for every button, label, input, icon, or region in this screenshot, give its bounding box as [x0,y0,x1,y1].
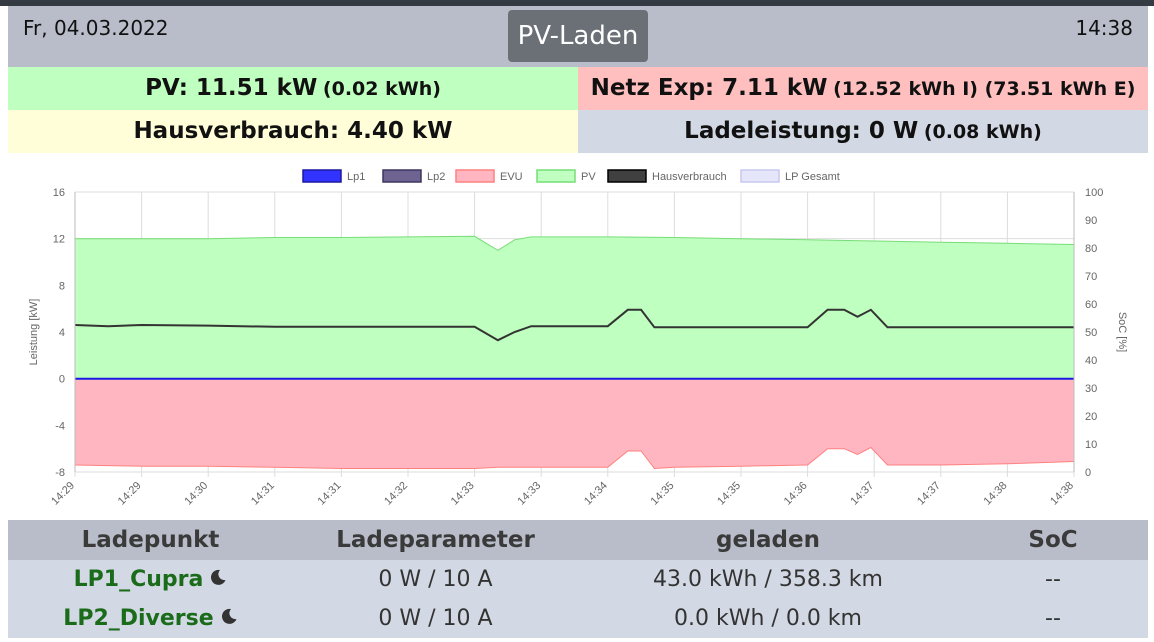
header-ladeparameter: Ladeparameter [336,527,535,553]
legend-swatch-lp1 [302,169,342,183]
legend-label-hausverbrauch: Hausverbrauch [652,171,727,183]
header-geladen: geladen [716,527,820,553]
legend-swatch-evu [455,169,495,183]
lp1-name[interactable]: LP1_Cupra [73,566,204,592]
header-time: 14:38 [1075,16,1133,40]
header-ladepunkt: Ladepunkt [81,527,220,553]
x-tick-label: 14:37 [915,480,943,508]
x-tick-label: 14:34 [582,480,610,508]
pv-energy-value: (0.02 kWh) [322,78,441,100]
evu-line [74,446,1075,470]
legend-label-lp2: Lp2 [427,171,445,183]
lp1-charged: 43.0 kWh / 358.3 km [653,567,883,592]
pv-area [75,236,1074,379]
legend-label-evu: EVU [500,171,523,183]
legend-swatch-pv [536,169,576,183]
x-tick-label: 14:29 [49,480,77,508]
lp2-soc: -- [1045,606,1061,631]
y-tick-label-right: 20 [1085,411,1097,423]
charging-power-panel: Ladeleistung: 0 W (0.08 kWh) [578,110,1148,153]
x-tick-label: 14:36 [782,480,810,508]
x-tick-label: 14:35 [649,480,677,508]
x-tick-label: 14:31 [249,480,277,508]
y-tick-label-left: 4 [59,327,65,339]
x-tick-label: 14:30 [182,480,210,508]
lp2-param: 0 W / 10 A [378,606,493,631]
header-date: Fr, 04.03.2022 [23,16,169,40]
lp2-name-cell: LP2_Diverse [8,606,293,632]
moon-icon [220,606,238,631]
top-bar [0,0,1154,6]
y-tick-label-right: 80 [1085,243,1097,255]
x-tick-label: 14:33 [515,480,543,508]
table-row[interactable]: LP2_Diverse 0 W / 10 A 0.0 kWh / 0.0 km … [8,599,1148,638]
hausverbrauch-line [74,308,1074,342]
moon-icon [209,567,227,592]
grid-export-panel: Netz Exp: 7.11 kW (12.52 kWh I) (73.51 k… [578,67,1148,110]
pv-power-panel: PV: 11.51 kW (0.02 kWh) [8,67,578,110]
lp1-soc: -- [1045,567,1061,592]
y-tick-label-right: 10 [1085,439,1097,451]
legend-swatch-lp-gesamt [740,169,780,183]
lp1-name-cell: LP1_Cupra [8,567,293,593]
x-tick-label: 14:29 [116,480,144,508]
charging-power-value: Ladeleistung: 0 W [684,118,919,144]
y-tick-label-right: 100 [1085,187,1103,199]
house-consumption-value: Hausverbrauch: 4.40 kW [133,118,453,144]
x-tick-label: 14:38 [1048,480,1076,508]
y-tick-label-left: 16 [53,187,65,199]
y-axis-title-right: SoC [%] [1116,312,1128,352]
evu-area [75,378,1074,469]
charge-points-table: Ladepunkt Ladeparameter geladen SoC LP1_… [8,520,1148,638]
header-bar: Fr, 04.03.2022 PV-Laden 14:38 [8,6,1148,67]
grid-energy-value: (12.52 kWh I) (73.51 kWh E) [833,78,1136,100]
x-tick-label: 14:31 [316,480,344,508]
y-tick-label-right: 40 [1085,355,1097,367]
house-consumption-panel: Hausverbrauch: 4.40 kW [8,110,578,153]
table-row[interactable]: LP1_Cupra 0 W / 10 A 43.0 kWh / 358.3 km… [8,560,1148,599]
y-tick-label-right: 50 [1085,327,1097,339]
lp2-name[interactable]: LP2_Diverse [63,605,214,631]
y-tick-label-left: 8 [59,280,65,292]
y-tick-label-right: 60 [1085,299,1097,311]
x-tick-label: 14:38 [982,480,1010,508]
power-chart[interactable]: 16 12 8 4 0 -4 -8 100 90 80 70 60 50 40 30 20 10 0 14:29 14… [8,158,1148,520]
legend-swatch-lp2 [382,169,422,183]
y-tick-label-left: 0 [59,374,65,386]
charge-mode-button[interactable]: PV-Laden [508,10,648,62]
y-tick-label-left: -8 [55,467,65,479]
y-axis-title-left: Leistung [kW] [28,299,40,366]
pv-power-value: PV: 11.51 kW [145,75,318,101]
legend-label-pv: PV [581,171,596,183]
x-tick-label: 14:35 [715,480,743,508]
x-tick-label: 14:33 [449,480,477,508]
legend-label-lp1: Lp1 [347,171,365,183]
charging-energy-value: (0.08 kWh) [923,121,1042,143]
y-tick-label-right: 90 [1085,215,1097,227]
lp1-param: 0 W / 10 A [378,567,493,592]
y-tick-label-left: -4 [55,420,65,432]
header-soc: SoC [1028,527,1078,553]
legend-swatch-hausverbrauch [607,169,647,183]
legend-label-lp-gesamt: LP Gesamt [785,171,840,183]
table-header: Ladepunkt Ladeparameter geladen SoC [8,520,1148,560]
y-tick-label-left: 12 [53,234,65,246]
x-tick-label: 14:37 [848,480,876,508]
y-tick-label-right: 70 [1085,271,1097,283]
grid-power-value: Netz Exp: 7.11 kW [590,75,828,101]
lp2-charged: 0.0 kWh / 0.0 km [674,606,862,631]
pv-line [75,235,1075,251]
x-tick-label: 14:32 [382,480,410,508]
y-tick-label-right: 30 [1085,383,1097,395]
y-tick-label-right: 0 [1085,467,1091,479]
